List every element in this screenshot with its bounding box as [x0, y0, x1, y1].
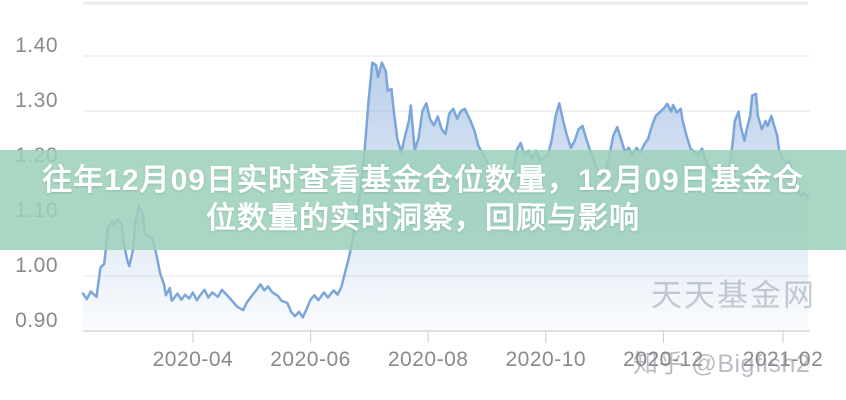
zhihu-watermark: 知乎 @Bigfish2 [633, 350, 811, 378]
site-watermark: 天天基金网 [651, 278, 816, 313]
banner-title-line2: 位数量的实时洞察，回顾与影响 [206, 202, 640, 235]
title-banner: 往年12月09日实时查看基金仓位数量，12月09日基金仓 位数量的实时洞察，回顾… [0, 150, 846, 250]
banner-title-line1: 往年12月09日实时查看基金仓位数量，12月09日基金仓 [42, 164, 804, 197]
